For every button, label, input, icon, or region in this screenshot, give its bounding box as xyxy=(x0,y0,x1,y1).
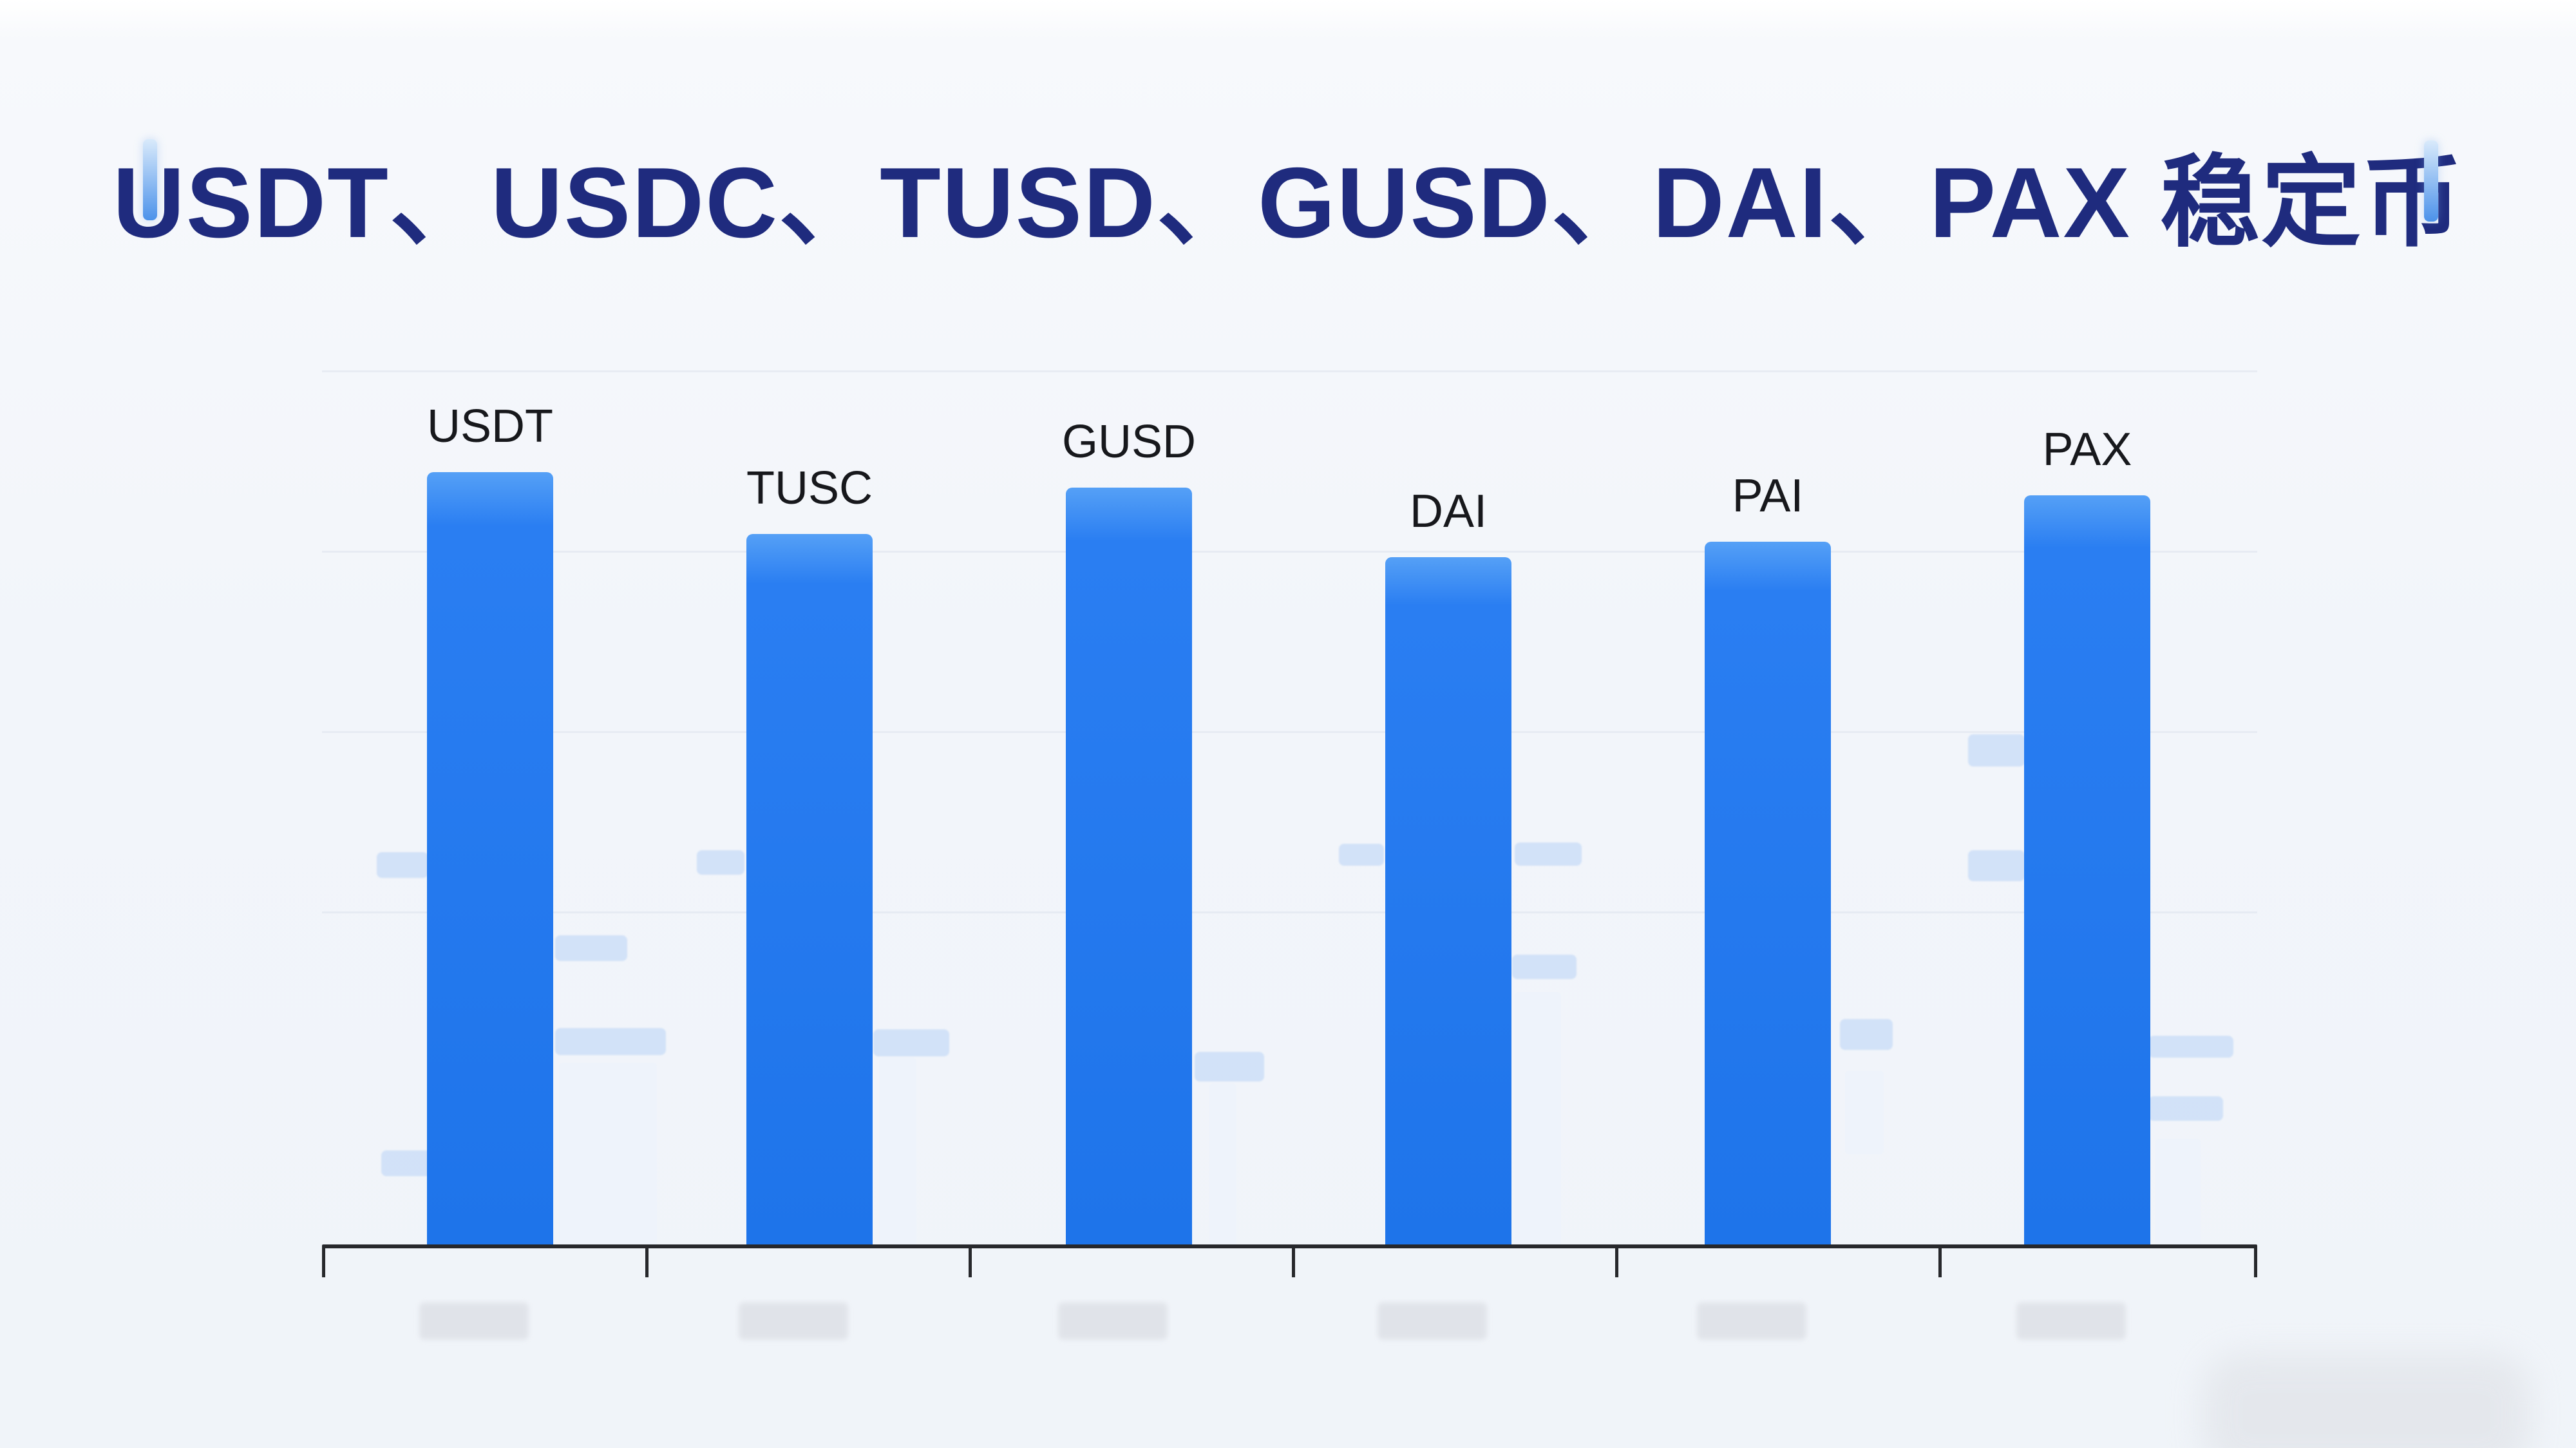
ghost-chip-6 xyxy=(1195,1052,1264,1081)
ghost-chip-14 xyxy=(2148,1096,2223,1121)
ghost-column-15 xyxy=(559,1063,657,1246)
x-axis-line xyxy=(322,1244,2257,1248)
gridline-3 xyxy=(322,911,2257,913)
bar-label-usdt: USDT xyxy=(427,401,553,452)
bar-pax xyxy=(2024,495,2150,1246)
bar-tusc xyxy=(746,534,873,1246)
ghost-chip-8 xyxy=(1515,843,1582,866)
bar-label-pax: PAX xyxy=(2042,424,2132,475)
tick-label-placeholder-tusc xyxy=(739,1302,848,1340)
ghost-column-17 xyxy=(1209,1083,1236,1246)
tick-label-placeholder-pai xyxy=(1697,1302,1806,1340)
ghost-chip-9 xyxy=(1512,955,1577,979)
x-axis-tick-6 xyxy=(2254,1246,2257,1277)
bar-usdt xyxy=(427,472,553,1246)
watermark-blob xyxy=(2202,1353,2531,1448)
bar-label-dai: DAI xyxy=(1409,486,1488,537)
x-axis-tick-2 xyxy=(969,1246,972,1277)
ghost-column-20 xyxy=(2155,1139,2201,1246)
chart-title: USDT、USDC、TUSD、GUSD、DAI、PAX 稳定币 xyxy=(112,147,2464,258)
x-axis-tick-4 xyxy=(1615,1246,1618,1277)
x-axis-tick-0 xyxy=(322,1246,325,1277)
tick-label-placeholder-pax xyxy=(2016,1302,2126,1340)
bar-dai xyxy=(1385,557,1511,1246)
bar-label-tusc: TUSC xyxy=(746,462,873,514)
x-axis-tick-3 xyxy=(1292,1246,1295,1277)
ghost-column-18 xyxy=(1515,992,1561,1246)
gridline-1 xyxy=(322,551,2257,553)
ghost-chip-13 xyxy=(2148,1036,2233,1058)
ghost-column-16 xyxy=(879,1058,916,1246)
tick-label-placeholder-dai xyxy=(1378,1302,1487,1340)
x-axis-tick-1 xyxy=(645,1246,649,1277)
ghost-chip-7 xyxy=(1339,844,1384,866)
ghost-chip-10 xyxy=(1840,1019,1893,1050)
title-accent-left-bar xyxy=(143,139,157,220)
title-accent-right-bar xyxy=(2424,140,2438,222)
bar-label-gusd: GUSD xyxy=(1061,416,1197,468)
ghost-chip-2 xyxy=(555,935,627,961)
gridline-2 xyxy=(322,731,2257,733)
ghost-chip-3 xyxy=(555,1028,666,1055)
ghost-chip-0 xyxy=(377,852,428,878)
ghost-chip-11 xyxy=(1968,734,2025,767)
bar-pai xyxy=(1705,542,1831,1246)
ghost-chip-12 xyxy=(1968,850,2025,881)
bar-gusd xyxy=(1066,488,1192,1246)
x-axis-tick-5 xyxy=(1938,1246,1942,1277)
ghost-column-19 xyxy=(1845,1071,1884,1154)
tick-label-placeholder-usdt xyxy=(419,1302,529,1340)
ghost-chip-4 xyxy=(697,850,744,875)
tick-label-placeholder-gusd xyxy=(1058,1302,1168,1340)
ghost-chip-5 xyxy=(873,1029,949,1056)
gridline-0 xyxy=(322,370,2257,372)
ghost-chip-1 xyxy=(381,1150,431,1176)
bar-label-pai: PAI xyxy=(1732,470,1804,522)
